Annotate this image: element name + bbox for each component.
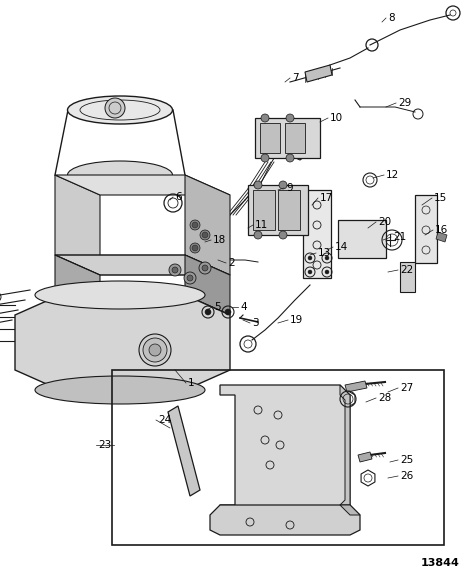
Bar <box>248 185 308 235</box>
Text: 27: 27 <box>400 383 413 393</box>
Bar <box>338 220 386 258</box>
Circle shape <box>261 114 269 122</box>
Polygon shape <box>340 385 350 515</box>
Text: 9: 9 <box>286 183 292 193</box>
Text: 3: 3 <box>252 318 259 328</box>
Polygon shape <box>340 505 360 515</box>
Circle shape <box>199 262 211 274</box>
Circle shape <box>202 232 208 238</box>
Circle shape <box>190 220 200 230</box>
Circle shape <box>279 231 287 239</box>
Circle shape <box>225 309 231 315</box>
Text: 2: 2 <box>228 258 235 268</box>
Text: 12: 12 <box>386 170 399 180</box>
Circle shape <box>254 181 262 189</box>
Bar <box>253 190 275 230</box>
Polygon shape <box>55 175 100 275</box>
Polygon shape <box>55 255 230 275</box>
Bar <box>112 370 444 545</box>
Text: 10: 10 <box>330 113 343 123</box>
Polygon shape <box>275 132 320 160</box>
Text: 20: 20 <box>378 217 391 227</box>
Text: 17: 17 <box>320 193 333 203</box>
Circle shape <box>105 98 125 118</box>
Text: 29: 29 <box>398 98 411 108</box>
Polygon shape <box>305 65 332 82</box>
Ellipse shape <box>35 376 205 404</box>
Text: 15: 15 <box>434 193 447 203</box>
Circle shape <box>202 265 208 271</box>
Circle shape <box>190 243 200 253</box>
Circle shape <box>286 114 294 122</box>
Text: 18: 18 <box>213 235 226 245</box>
Circle shape <box>261 154 269 162</box>
Polygon shape <box>185 175 230 275</box>
Circle shape <box>205 309 211 315</box>
Text: 26: 26 <box>400 471 413 481</box>
Ellipse shape <box>274 145 296 155</box>
Text: 28: 28 <box>378 393 391 403</box>
Text: 14: 14 <box>335 242 348 252</box>
Text: 13844: 13844 <box>421 558 460 568</box>
Polygon shape <box>55 255 100 315</box>
Circle shape <box>286 150 290 154</box>
Text: 6: 6 <box>175 192 182 202</box>
Polygon shape <box>15 295 230 390</box>
Text: 1: 1 <box>188 378 195 388</box>
Circle shape <box>200 230 210 240</box>
Bar <box>400 262 415 292</box>
Bar <box>303 190 331 278</box>
Polygon shape <box>168 406 200 496</box>
Text: 24: 24 <box>158 415 171 425</box>
Text: 13: 13 <box>318 248 331 258</box>
Polygon shape <box>55 295 230 315</box>
Circle shape <box>291 150 295 154</box>
Circle shape <box>192 245 198 251</box>
Text: 25: 25 <box>400 455 413 465</box>
Circle shape <box>281 150 285 154</box>
Polygon shape <box>55 175 230 195</box>
Circle shape <box>184 272 196 284</box>
Text: 8: 8 <box>388 13 395 23</box>
Bar <box>278 190 300 230</box>
Polygon shape <box>345 381 367 392</box>
Bar <box>415 195 437 263</box>
Polygon shape <box>220 385 350 515</box>
Bar <box>285 123 305 153</box>
Ellipse shape <box>67 96 173 124</box>
Text: 22: 22 <box>400 265 413 275</box>
Text: 7: 7 <box>292 73 299 83</box>
Ellipse shape <box>67 161 173 189</box>
Circle shape <box>286 154 294 162</box>
Circle shape <box>325 270 329 274</box>
Circle shape <box>325 256 329 260</box>
Circle shape <box>192 222 198 228</box>
Text: 5: 5 <box>214 302 220 312</box>
Circle shape <box>143 338 167 362</box>
Circle shape <box>172 267 178 273</box>
Circle shape <box>254 231 262 239</box>
Bar <box>260 123 280 153</box>
Text: 4: 4 <box>240 302 246 312</box>
Ellipse shape <box>35 281 205 309</box>
Circle shape <box>276 150 280 154</box>
Text: 23: 23 <box>98 440 111 450</box>
Polygon shape <box>185 255 230 315</box>
Text: 11: 11 <box>255 220 268 230</box>
Circle shape <box>308 270 312 274</box>
Text: 16: 16 <box>435 225 448 235</box>
Text: 21: 21 <box>393 232 406 242</box>
Circle shape <box>139 334 171 366</box>
Circle shape <box>279 181 287 189</box>
Polygon shape <box>210 505 360 535</box>
Circle shape <box>169 264 181 276</box>
Text: 19: 19 <box>290 315 303 325</box>
Circle shape <box>187 275 193 281</box>
Polygon shape <box>436 232 447 242</box>
Circle shape <box>149 344 161 356</box>
Bar <box>255 118 320 158</box>
Polygon shape <box>358 452 372 462</box>
Circle shape <box>308 256 312 260</box>
